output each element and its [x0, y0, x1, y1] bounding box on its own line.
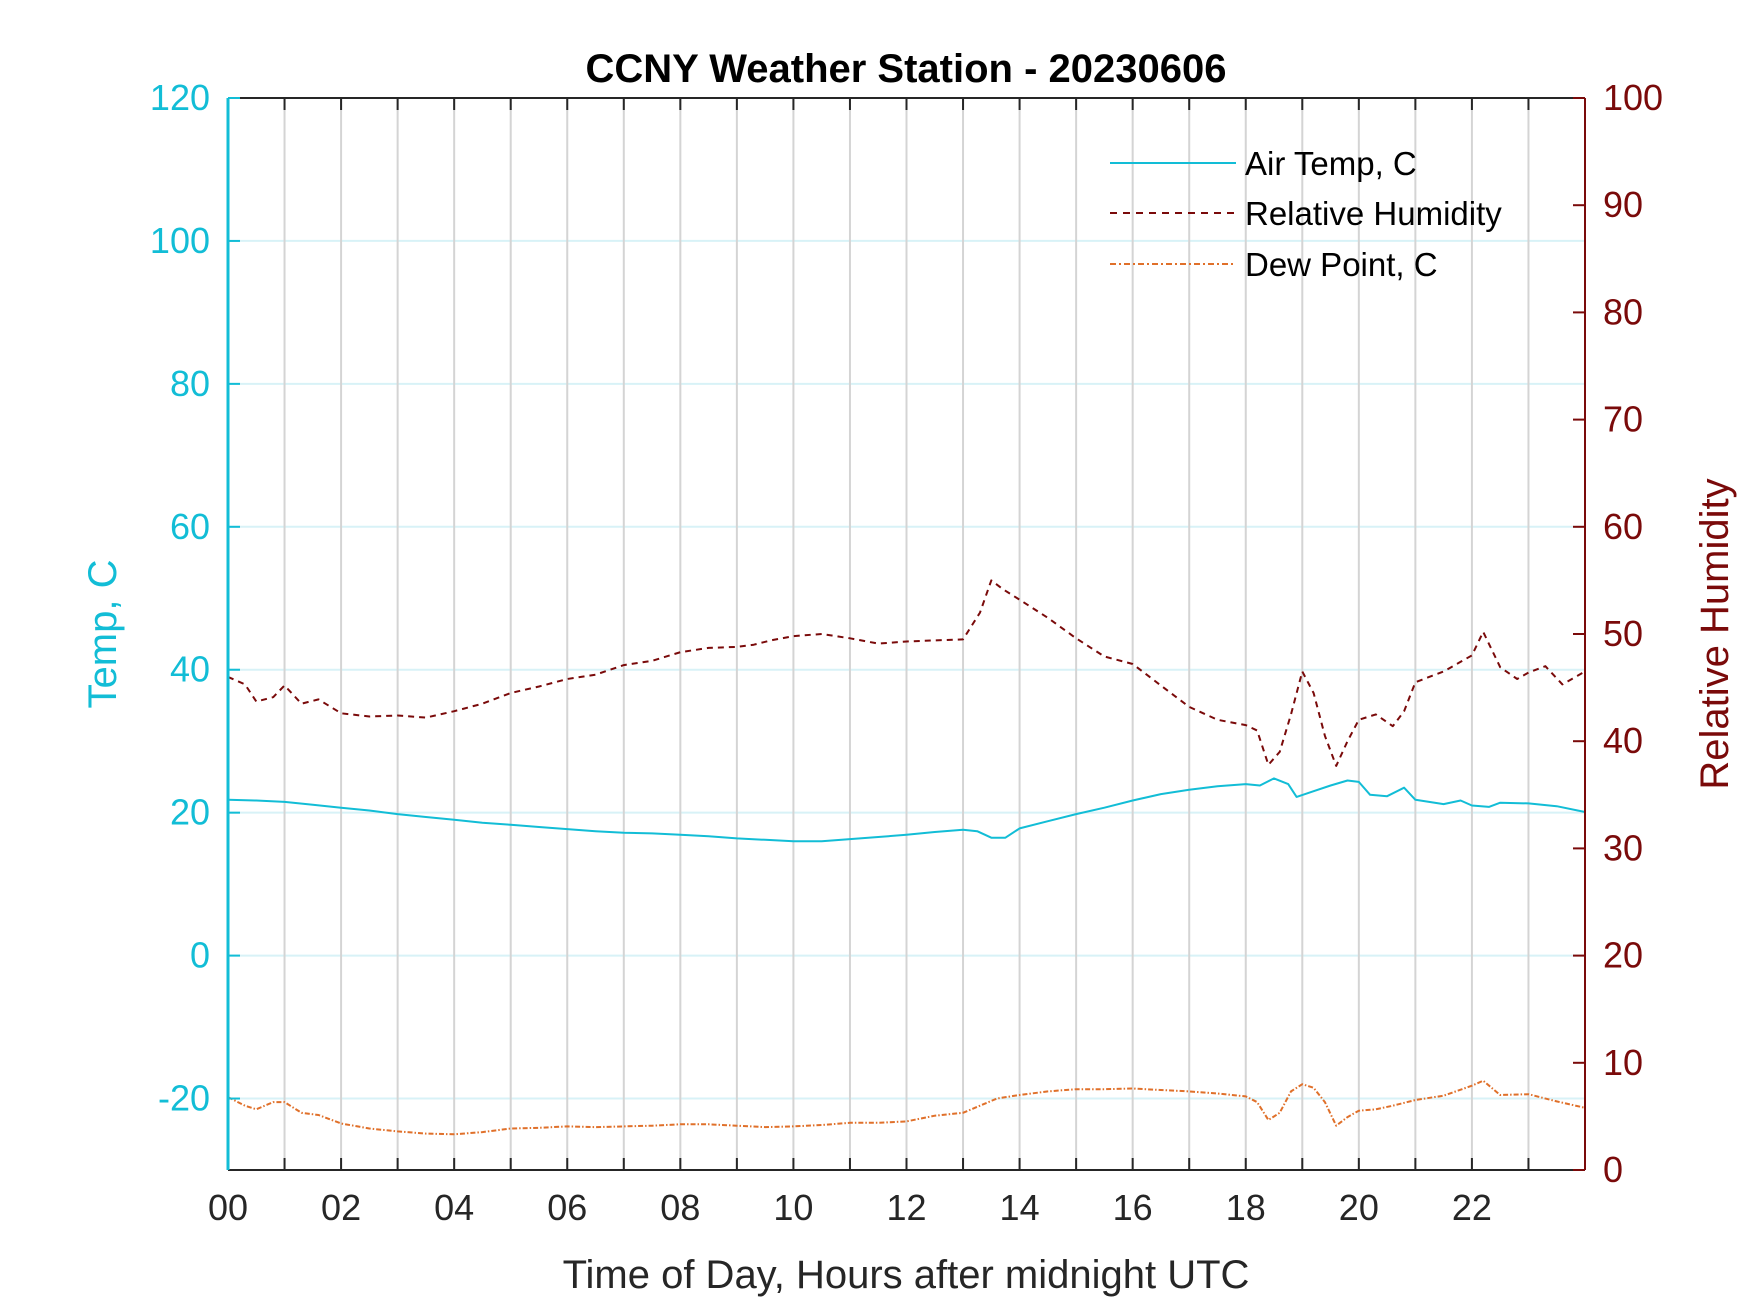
series-layer — [227, 579, 1586, 1136]
y-right-tick-label: 70 — [1603, 399, 1643, 440]
x-tick-label: 14 — [1000, 1187, 1040, 1228]
x-tick-label: 02 — [321, 1187, 361, 1228]
y-left-tick-label: 20 — [170, 792, 210, 833]
x-axis-label: Time of Day, Hours after midnight UTC — [563, 1253, 1250, 1297]
vertical-gridlines — [283, 98, 1530, 1170]
legend-label-air-temp: Air Temp, C — [1245, 145, 1417, 182]
y-right-tick-label: 60 — [1603, 506, 1643, 547]
y-right-tick-label: 50 — [1603, 613, 1643, 654]
tick-labels: 00 02 04 06 08 10 12 14 16 18 20 22-200204060801001… — [150, 77, 1663, 1228]
y-left-tick-label: 60 — [170, 506, 210, 547]
x-tick-label: 10 — [773, 1187, 813, 1228]
series-line-dew-point — [227, 1079, 1586, 1136]
y-right-tick-label: 90 — [1603, 184, 1643, 225]
x-tick-label: 08 — [660, 1187, 700, 1228]
y-left-tick-label: 80 — [170, 363, 210, 404]
y-right-tick-label: 40 — [1603, 720, 1643, 761]
x-tick-label: 16 — [1113, 1187, 1153, 1228]
legend-label-relative-humidity: Relative Humidity — [1245, 195, 1502, 232]
x-tick-label: 20 — [1339, 1187, 1379, 1228]
y-right-tick-label: 80 — [1603, 291, 1643, 332]
series-line-air-temp — [227, 777, 1586, 843]
y-left-tick-label: 40 — [170, 649, 210, 690]
y-right-tick-label: 30 — [1603, 827, 1643, 868]
legend-label-dew-point: Dew Point, C — [1245, 246, 1438, 283]
y-right-tick-label: 10 — [1603, 1042, 1643, 1083]
y-right-tick-label: 0 — [1603, 1149, 1623, 1190]
y-axis-label-right: Relative Humidity — [1693, 478, 1737, 789]
series-line-relative-humidity — [227, 579, 1586, 767]
x-tick-label: 04 — [434, 1187, 474, 1228]
y-left-tick-label: -20 — [158, 1078, 210, 1119]
y-right-tick-label: 100 — [1603, 77, 1663, 118]
x-tick-label: 22 — [1452, 1187, 1492, 1228]
y-left-tick-label: 0 — [190, 935, 210, 976]
legend: Air Temp, C Relative Humidity Dew Point,… — [1110, 145, 1502, 283]
x-tick-label: 12 — [886, 1187, 926, 1228]
x-tick-label: 18 — [1226, 1187, 1266, 1228]
chart-title: CCNY Weather Station - 20230606 — [586, 47, 1227, 91]
x-tick-label: 06 — [547, 1187, 587, 1228]
y-axis-label-left: Temp, C — [81, 560, 125, 709]
y-right-tick-label: 20 — [1603, 935, 1643, 976]
x-tick-label: 00 — [208, 1187, 248, 1228]
y-left-tick-label: 100 — [150, 220, 210, 261]
tick-marks — [228, 97, 1585, 1171]
y-left-tick-label: 120 — [150, 77, 210, 118]
